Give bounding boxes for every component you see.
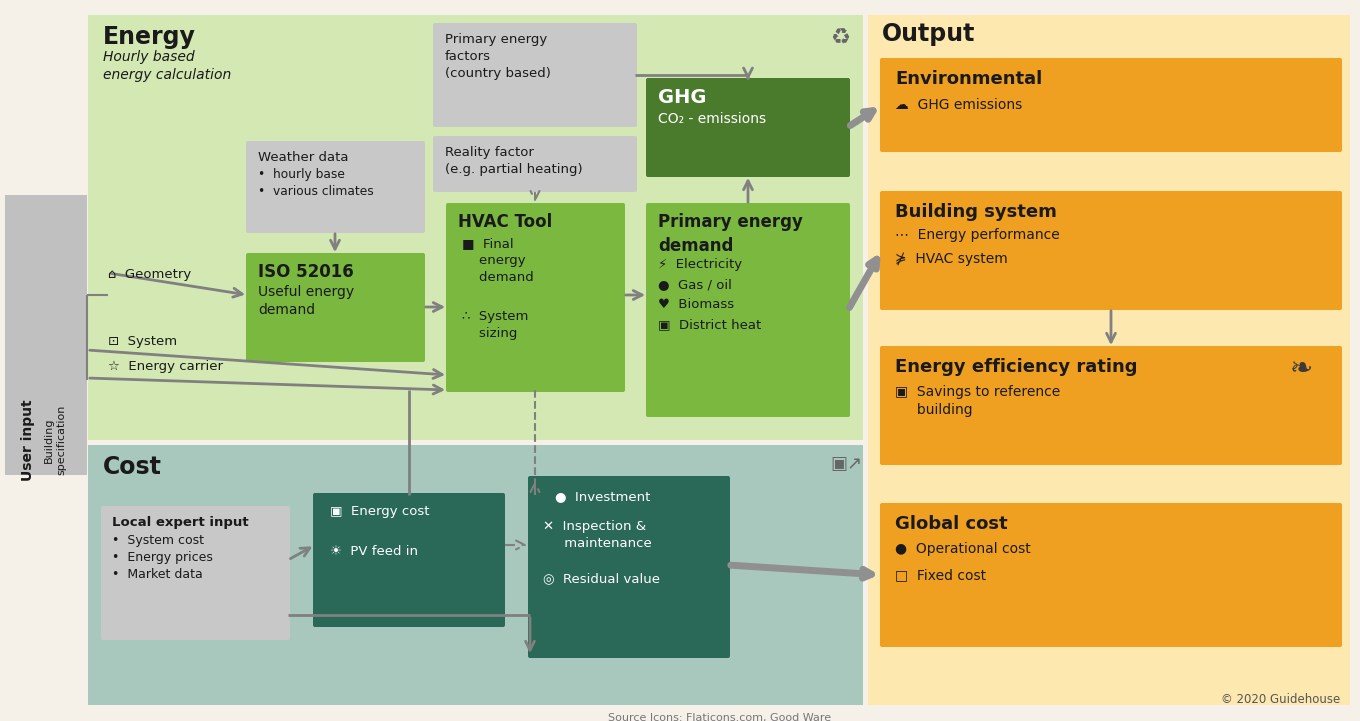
Text: ❧: ❧ [1291, 355, 1314, 383]
Text: ▣  District heat: ▣ District heat [658, 318, 762, 331]
Text: Output: Output [883, 22, 975, 46]
Text: •  System cost
•  Energy prices
•  Market data: • System cost • Energy prices • Market d… [112, 534, 214, 581]
FancyBboxPatch shape [246, 253, 424, 362]
Text: Cost: Cost [103, 455, 162, 479]
Text: ✕  Inspection &
     maintenance: ✕ Inspection & maintenance [543, 520, 651, 550]
Text: ∴  System
    sizing: ∴ System sizing [462, 310, 529, 340]
FancyBboxPatch shape [646, 78, 850, 177]
Bar [5, 195, 87, 475]
FancyBboxPatch shape [880, 58, 1342, 152]
FancyBboxPatch shape [880, 346, 1342, 465]
FancyBboxPatch shape [432, 23, 636, 127]
Text: Building
specification: Building specification [44, 404, 67, 475]
Text: ☁  GHG emissions: ☁ GHG emissions [895, 98, 1023, 112]
Text: ☀  PV feed in: ☀ PV feed in [330, 545, 418, 558]
Text: HVAC Tool: HVAC Tool [458, 213, 552, 231]
FancyBboxPatch shape [101, 506, 290, 640]
FancyBboxPatch shape [313, 493, 505, 627]
FancyBboxPatch shape [646, 203, 850, 417]
Text: ☆  Energy carrier: ☆ Energy carrier [107, 360, 223, 373]
Text: ■  Final
    energy
    demand: ■ Final energy demand [462, 237, 533, 284]
Text: User input: User input [20, 399, 35, 481]
Text: Reality factor
(e.g. partial heating): Reality factor (e.g. partial heating) [445, 146, 582, 176]
Bar [868, 15, 1350, 705]
Text: ⋡  HVAC system: ⋡ HVAC system [895, 252, 1008, 266]
Text: □  Fixed cost: □ Fixed cost [895, 568, 986, 582]
Text: Source Icons: Flaticons.com, Good Ware: Source Icons: Flaticons.com, Good Ware [608, 713, 831, 721]
FancyBboxPatch shape [880, 191, 1342, 310]
Text: •  hourly base
•  various climates: • hourly base • various climates [258, 168, 374, 198]
Text: Global cost: Global cost [895, 515, 1008, 533]
Text: ▣  Savings to reference
     building: ▣ Savings to reference building [895, 385, 1061, 417]
FancyBboxPatch shape [880, 503, 1342, 647]
Text: Primary energy
demand: Primary energy demand [658, 213, 802, 255]
Text: ◎  Residual value: ◎ Residual value [543, 572, 660, 585]
Text: Energy: Energy [103, 25, 196, 49]
FancyBboxPatch shape [432, 136, 636, 192]
Bar [88, 445, 864, 705]
FancyBboxPatch shape [446, 203, 626, 392]
Text: ▣↗: ▣↗ [830, 455, 862, 473]
Text: Weather data: Weather data [258, 151, 348, 164]
Text: ●  Operational cost: ● Operational cost [895, 542, 1031, 556]
Text: ♥  Biomass: ♥ Biomass [658, 298, 734, 311]
Text: Primary energy
factors
(country based): Primary energy factors (country based) [445, 33, 551, 80]
Text: ISO 52016: ISO 52016 [258, 263, 354, 281]
Text: Energy efficiency rating: Energy efficiency rating [895, 358, 1137, 376]
Text: Hourly based
energy calculation: Hourly based energy calculation [103, 50, 231, 82]
Text: Environmental: Environmental [895, 70, 1042, 88]
Text: ▣  Energy cost: ▣ Energy cost [330, 505, 430, 518]
Text: CO₂ - emissions: CO₂ - emissions [658, 112, 766, 126]
Text: Local expert input: Local expert input [112, 516, 249, 529]
Text: © 2020 Guidehouse: © 2020 Guidehouse [1221, 693, 1340, 706]
Text: Useful energy
demand: Useful energy demand [258, 285, 354, 317]
Text: ●  Gas / oil: ● Gas / oil [658, 278, 732, 291]
Text: ⋯  Energy performance: ⋯ Energy performance [895, 228, 1059, 242]
Text: ♻: ♻ [830, 28, 850, 48]
Text: ●  Investment: ● Investment [555, 490, 650, 503]
Text: Building system: Building system [895, 203, 1057, 221]
FancyBboxPatch shape [528, 476, 730, 658]
FancyBboxPatch shape [246, 141, 424, 233]
Text: ⊡  System: ⊡ System [107, 335, 177, 348]
Text: GHG: GHG [658, 88, 706, 107]
Text: ⚡  Electricity: ⚡ Electricity [658, 258, 743, 271]
Bar [88, 15, 864, 440]
Text: ⌂  Geometry: ⌂ Geometry [107, 268, 192, 281]
